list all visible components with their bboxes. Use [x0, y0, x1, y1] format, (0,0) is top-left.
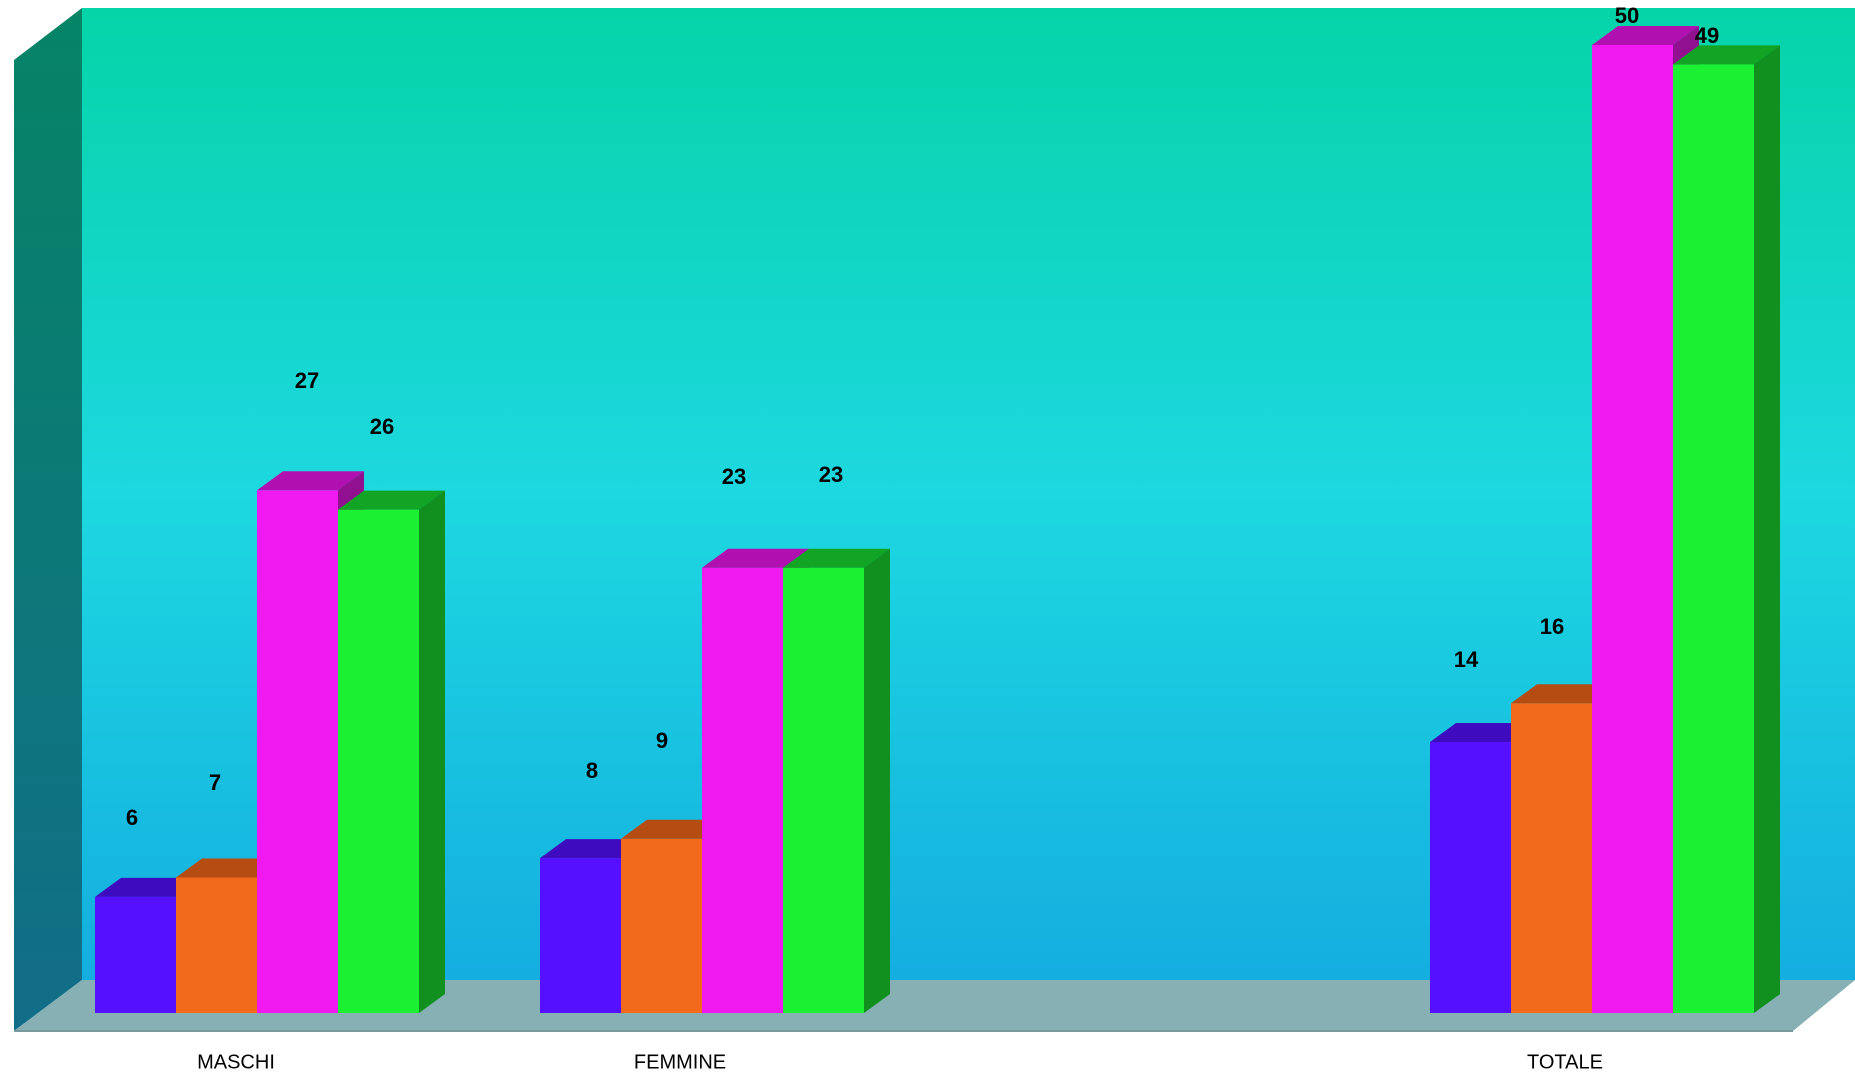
data-labels-layer: 6 7 27 26 8 9 23 23 14 16 50 49 [126, 3, 1719, 830]
data-label: 16 [1540, 614, 1564, 639]
back-wall [82, 8, 1855, 980]
bar-front [783, 567, 864, 1013]
data-label: 23 [819, 462, 843, 487]
data-label: 14 [1454, 647, 1479, 672]
bar-top [540, 839, 647, 859]
bar-front [1430, 741, 1511, 1013]
bar-top [1511, 684, 1618, 704]
bars-layer [95, 26, 1780, 1014]
bar-top [621, 819, 728, 839]
category-label: MASCHI [197, 1051, 275, 1073]
bar [1673, 45, 1780, 1014]
bar-top [702, 548, 809, 568]
bar [338, 490, 445, 1013]
bar-front [95, 896, 176, 1013]
bar-top [1592, 26, 1699, 45]
data-label: 26 [370, 414, 394, 439]
bar-side [1754, 45, 1780, 1014]
data-label: 23 [722, 464, 746, 489]
data-label: 6 [126, 805, 138, 830]
bar-top [1430, 722, 1537, 742]
category-axis: MASCHI FEMMINE TOTALE [197, 1051, 1603, 1073]
bar [783, 548, 890, 1013]
bar-front [1673, 64, 1754, 1014]
bar-side [419, 490, 445, 1013]
chart-floor [14, 980, 1855, 1031]
bar-front [621, 838, 702, 1013]
category-label: FEMMINE [634, 1051, 726, 1073]
category-label: TOTALE [1527, 1051, 1603, 1073]
bar-front [338, 509, 419, 1013]
data-label: 50 [1615, 3, 1639, 28]
data-label: 27 [295, 368, 319, 393]
bar-top [338, 490, 445, 510]
bar-side [864, 548, 890, 1013]
bar-front [1592, 45, 1673, 1013]
side-wall [14, 8, 82, 1031]
bar-front [1511, 703, 1592, 1013]
bar-top [783, 548, 890, 568]
bar-top [176, 858, 283, 878]
bar-front [702, 567, 783, 1013]
bar-top [257, 471, 364, 491]
data-label: 49 [1695, 23, 1719, 48]
bar-top [1673, 45, 1780, 65]
bar-front [257, 490, 338, 1013]
data-label: 8 [586, 758, 598, 783]
bar-top [95, 877, 202, 897]
bar-front [540, 858, 621, 1013]
data-label: 7 [209, 770, 221, 795]
bar-front [176, 877, 257, 1013]
data-label: 9 [656, 728, 668, 753]
